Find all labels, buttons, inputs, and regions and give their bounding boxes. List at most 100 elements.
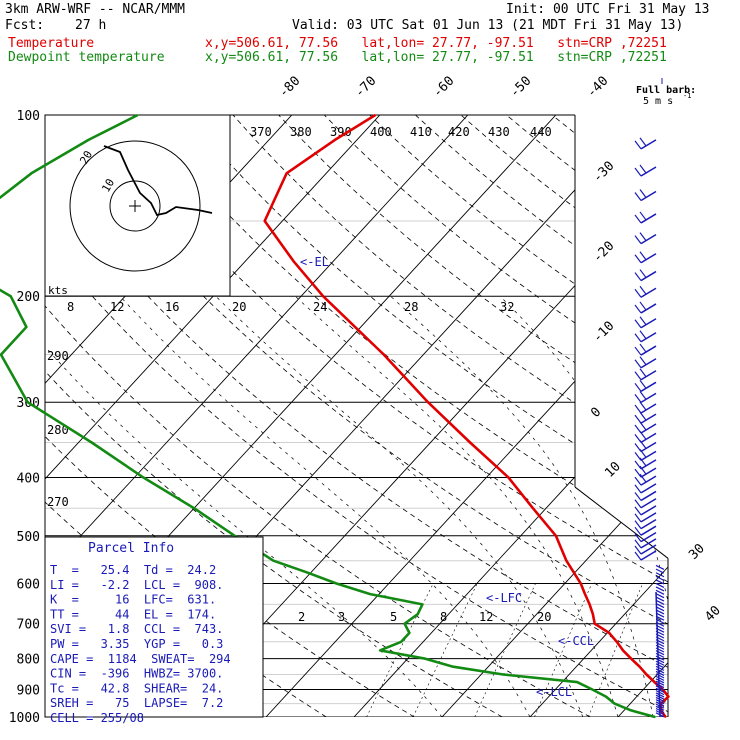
hodograph-ring-label: 10 bbox=[99, 177, 117, 195]
mixing-ratio-label: 8 bbox=[440, 610, 447, 624]
wind-barb-flag bbox=[639, 164, 647, 174]
mixing-ratio-label: 5 bbox=[390, 610, 397, 624]
parcel-info-title: Parcel Info bbox=[88, 541, 174, 556]
pressure-tick-label: 400 bbox=[17, 471, 40, 486]
wind-barb bbox=[640, 459, 657, 470]
dewpoint-line-point bbox=[369, 593, 372, 595]
dewpoint-line-point bbox=[26, 401, 29, 404]
dewpoint-line-point bbox=[452, 665, 454, 668]
wind-barb-flag bbox=[634, 484, 642, 494]
wind-barb-staff bbox=[655, 591, 661, 718]
wind-barb-flag bbox=[634, 492, 642, 501]
mixing-ratio-label: 3 bbox=[338, 610, 345, 624]
isotherm-label: -50 bbox=[507, 74, 534, 101]
pressure-tick-label: 600 bbox=[17, 577, 40, 592]
dewpoint-line-point bbox=[408, 632, 411, 634]
wind-barb bbox=[640, 270, 657, 282]
wind-barb bbox=[640, 139, 657, 150]
wind-barb-flag bbox=[639, 401, 647, 411]
dewpoint-legend: Dewpoint temperature bbox=[8, 50, 165, 65]
dewpoint-line-point bbox=[9, 295, 12, 298]
parcel-info-row: CELL = 255/08 bbox=[50, 711, 144, 725]
valid-time: Valid: 03 UTC Sat 01 Jun 13 (21 MDT Fri … bbox=[292, 18, 684, 33]
wind-barb-flag bbox=[639, 448, 647, 458]
model-title: 3km ARW-WRF -- NCAR/MMM bbox=[5, 2, 186, 17]
wind-barb bbox=[655, 678, 665, 684]
wind-barb-flag bbox=[634, 551, 642, 561]
wind-barb bbox=[640, 525, 657, 536]
forecast-label: Fcst: bbox=[5, 18, 45, 33]
dry-adiabat bbox=[45, 115, 591, 717]
parcel-info-row: LI = -2.2 LCL = 908. bbox=[50, 578, 223, 592]
wind-barb-flag bbox=[634, 545, 642, 555]
wind-barb bbox=[640, 190, 657, 202]
hodograph-units: kts bbox=[48, 284, 68, 297]
wind-barb bbox=[640, 432, 657, 444]
wind-barb bbox=[640, 423, 657, 434]
theta-e-label: 420 bbox=[448, 125, 470, 139]
wind-barb bbox=[655, 606, 665, 612]
wind-barb bbox=[640, 518, 657, 530]
wind-barb-flag bbox=[634, 304, 642, 314]
wind-barb bbox=[640, 512, 657, 523]
moist-adiabat bbox=[295, 295, 619, 717]
isotherm bbox=[45, 115, 381, 717]
isotherm-label: -60 bbox=[430, 74, 457, 101]
wind-barb-flag bbox=[634, 506, 642, 516]
isotherm bbox=[441, 115, 668, 717]
wind-barb bbox=[655, 599, 665, 605]
parcel-info-row: CIN = -396 HWBZ= 3700. bbox=[50, 667, 223, 681]
wind-barb-flag bbox=[639, 211, 647, 221]
wind-barb bbox=[640, 403, 657, 414]
temperature-line-point bbox=[664, 716, 667, 718]
temperature-line-point bbox=[608, 632, 610, 634]
temperature-line-point bbox=[374, 114, 377, 116]
hodograph-ring bbox=[69, 140, 201, 272]
wind-barb-flag bbox=[639, 411, 647, 421]
wind-barb-flag bbox=[634, 371, 642, 381]
pressure-tick-label: 500 bbox=[17, 530, 40, 545]
wind-barb bbox=[655, 593, 665, 599]
wind-barb bbox=[655, 683, 665, 689]
parcel-info-row: TT = 44 EL = 174. bbox=[50, 607, 216, 621]
wind-barb bbox=[640, 358, 657, 369]
mixing-ratio-label: 12 bbox=[479, 610, 493, 624]
forecast-hour: 27 h bbox=[75, 18, 107, 33]
wind-barb bbox=[640, 166, 657, 177]
parcel-info-row: SVI = 1.8 CCL = 743. bbox=[50, 622, 223, 636]
lfc-marker: <-LFC bbox=[486, 591, 522, 605]
wind-barb bbox=[655, 658, 665, 664]
pressure-tick-label: 700 bbox=[17, 618, 40, 633]
dewpoint-line-point bbox=[502, 673, 504, 676]
wind-barb bbox=[640, 490, 657, 502]
wind-barb-flag bbox=[639, 368, 647, 378]
wind-barb-flag bbox=[639, 457, 647, 467]
dewpoint-line-point bbox=[613, 702, 616, 705]
wind-barb-flag bbox=[639, 421, 647, 431]
mixing-ratio-label: 16 bbox=[165, 300, 179, 314]
wind-barb bbox=[655, 663, 665, 669]
pressure-tick-label: 800 bbox=[17, 653, 40, 668]
wind-barb bbox=[655, 568, 665, 574]
dry-adiabat bbox=[597, 115, 668, 717]
theta-e-label: 400 bbox=[370, 125, 392, 139]
wind-barb-flag bbox=[634, 513, 642, 523]
wind-barb-flag bbox=[634, 254, 642, 264]
wind-barb bbox=[655, 564, 665, 570]
temperature-line-point bbox=[555, 535, 557, 537]
theta-e-label: 430 bbox=[488, 125, 510, 139]
wind-barb bbox=[655, 687, 665, 693]
pressure-tick-label: 200 bbox=[17, 290, 40, 305]
dewpoint-line-point bbox=[137, 114, 139, 116]
wind-barb-flag bbox=[639, 316, 647, 326]
temperature-line-point bbox=[653, 681, 656, 683]
wind-barb-flag bbox=[639, 343, 647, 353]
dewpoint-line-point bbox=[416, 613, 419, 615]
hodograph-ring-label: 20 bbox=[77, 149, 95, 167]
parcel-info-row: CAPE = 1184 SWEAT= 294 bbox=[50, 652, 231, 666]
wind-barb-flag bbox=[634, 526, 642, 536]
dry-adiabat bbox=[506, 115, 668, 717]
mixing-ratio-label: 2 bbox=[298, 610, 305, 624]
